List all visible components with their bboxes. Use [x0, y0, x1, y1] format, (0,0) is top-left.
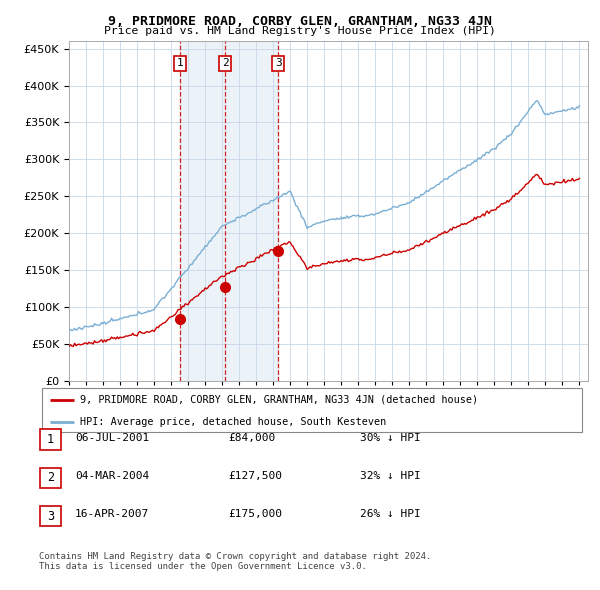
Text: 9, PRIDMORE ROAD, CORBY GLEN, GRANTHAM, NG33 4JN: 9, PRIDMORE ROAD, CORBY GLEN, GRANTHAM, … — [108, 15, 492, 28]
Text: Contains HM Land Registry data © Crown copyright and database right 2024.
This d: Contains HM Land Registry data © Crown c… — [39, 552, 431, 571]
Text: 30% ↓ HPI: 30% ↓ HPI — [360, 433, 421, 442]
Text: 9, PRIDMORE ROAD, CORBY GLEN, GRANTHAM, NG33 4JN (detached house): 9, PRIDMORE ROAD, CORBY GLEN, GRANTHAM, … — [80, 395, 478, 405]
FancyBboxPatch shape — [40, 430, 61, 450]
Text: £84,000: £84,000 — [228, 433, 275, 442]
Text: Price paid vs. HM Land Registry's House Price Index (HPI): Price paid vs. HM Land Registry's House … — [104, 26, 496, 36]
Text: 3: 3 — [47, 510, 54, 523]
Text: HPI: Average price, detached house, South Kesteven: HPI: Average price, detached house, Sout… — [80, 417, 386, 427]
Text: 04-MAR-2004: 04-MAR-2004 — [75, 471, 149, 481]
Bar — [180, 41, 278, 381]
FancyBboxPatch shape — [40, 468, 61, 488]
Text: 3: 3 — [275, 58, 281, 68]
Text: 16-APR-2007: 16-APR-2007 — [75, 510, 149, 519]
Text: 2: 2 — [47, 471, 54, 484]
Text: 2: 2 — [221, 58, 229, 68]
Text: £175,000: £175,000 — [228, 510, 282, 519]
FancyBboxPatch shape — [40, 506, 61, 526]
Text: £127,500: £127,500 — [228, 471, 282, 481]
Text: 26% ↓ HPI: 26% ↓ HPI — [360, 510, 421, 519]
Text: 1: 1 — [177, 58, 184, 68]
Text: 06-JUL-2001: 06-JUL-2001 — [75, 433, 149, 442]
Text: 1: 1 — [47, 433, 54, 446]
Text: 32% ↓ HPI: 32% ↓ HPI — [360, 471, 421, 481]
FancyBboxPatch shape — [42, 388, 582, 432]
